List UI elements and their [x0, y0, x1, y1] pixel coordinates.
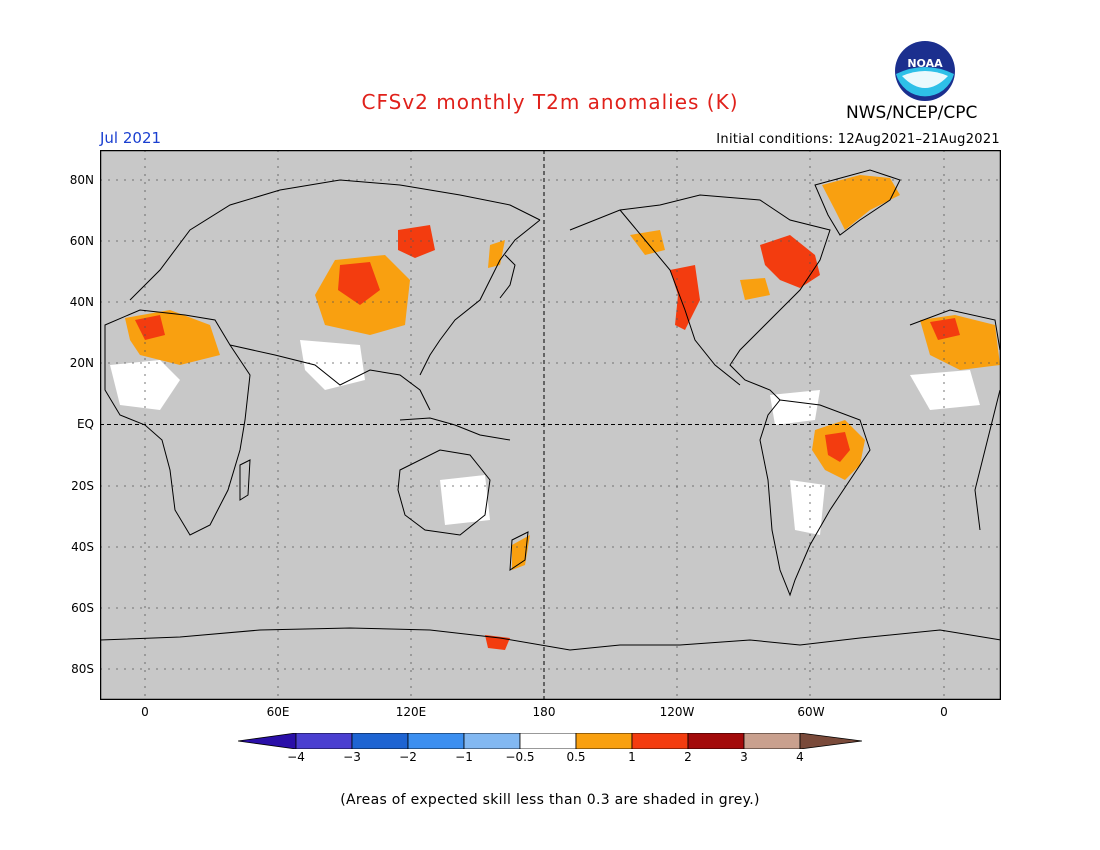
lat-label-20s: 20S [71, 479, 94, 493]
patch-siberia [398, 225, 435, 258]
lon-label-120w: 120W [659, 705, 695, 719]
colorbar-segment [799, 733, 862, 749]
colorbar-segment [238, 733, 297, 749]
colorbar-label: 4 [796, 750, 804, 764]
coast-north-america [569, 194, 831, 401]
colorbar-segment [351, 733, 409, 749]
lon-label-0: 0 [141, 705, 149, 719]
coast-eurasia-south [229, 344, 431, 411]
patch-kamchatka [488, 240, 505, 268]
coast-indonesia [399, 417, 511, 441]
patch-africa-east-red [930, 318, 960, 340]
logo-text: NOAA [907, 57, 943, 70]
map-frame [100, 150, 1001, 700]
initial-conditions-label: Initial conditions: 12Aug2021–21Aug2021 [716, 132, 1000, 147]
patch-north-africa-red [135, 315, 165, 340]
colorbar-segment [743, 733, 801, 749]
coast-africa-right [909, 309, 1001, 351]
agency-label: NWS/NCEP/CPC [846, 103, 978, 123]
lat-label-80s: 80S [71, 662, 94, 676]
colorbar-segment [519, 733, 577, 749]
lat-label-20n: 20N [69, 356, 94, 370]
lat-label-eq: EQ [76, 417, 94, 431]
coast-africa-right-south [974, 389, 1001, 531]
lon-label-60e: 60E [266, 705, 290, 719]
anomaly-patches [125, 175, 1000, 650]
colorbar [238, 733, 862, 749]
coast-greenland [814, 169, 901, 236]
coast-nz [509, 531, 529, 571]
colorbar-segment [463, 733, 521, 749]
colorbar-segment [687, 733, 745, 749]
lat-label-40s: 40S [71, 540, 94, 554]
colorbar-label: −0.5 [505, 750, 535, 764]
coast-japan [499, 254, 516, 299]
colorbar-label: 0.5 [566, 750, 586, 764]
coast-eurasia [129, 179, 541, 301]
patch-quebec [760, 235, 820, 288]
noaa-logo: NOAA [895, 41, 955, 101]
coast-africa [104, 309, 251, 536]
period-label: Jul 2021 [100, 129, 162, 147]
lat-label-60n: 60N [69, 234, 94, 248]
lat-label-40n: 40N [69, 295, 94, 309]
coast-australia [397, 449, 491, 536]
chart-title: CFSv2 monthly T2m anomalies (K) [361, 90, 739, 114]
patch-brazil-red [825, 432, 850, 462]
lat-label-80n: 80N [69, 173, 94, 187]
coast-antarctica [100, 627, 1001, 651]
skill-note: (Areas of expected skill less than 0.3 a… [340, 792, 760, 808]
world-map [100, 150, 1001, 700]
lon-label-120e: 120E [395, 705, 427, 719]
lat-label-60s: 60S [71, 601, 94, 615]
patch-nz [512, 535, 530, 570]
colorbar-label: −2 [399, 750, 417, 764]
colorbar-label: 1 [628, 750, 636, 764]
lon-label-60w: 60W [797, 705, 825, 719]
coast-south-america [759, 399, 871, 597]
colorbar-segment [631, 733, 689, 749]
colorbar-label: −1 [455, 750, 473, 764]
coastlines [100, 169, 1001, 651]
lon-label-0-right: 0 [940, 705, 948, 719]
coast-madagascar [239, 459, 251, 501]
patch-west-na-red [670, 265, 700, 330]
patch-mongolia-red [338, 262, 380, 305]
colorbar-label: −3 [343, 750, 361, 764]
colorbar-segment [407, 733, 465, 749]
colorbar-segment [575, 733, 633, 749]
white-patches [110, 340, 980, 535]
lon-label-180: 180 [532, 705, 556, 719]
coast-east-asia [419, 219, 541, 376]
colorbar-label: 2 [684, 750, 692, 764]
colorbar-segment [295, 733, 353, 749]
colorbar-label: 3 [740, 750, 748, 764]
colorbar-label: −4 [287, 750, 305, 764]
patch-greenland [822, 175, 900, 230]
patch-great-lakes [740, 278, 770, 300]
coast-na-west [619, 209, 741, 386]
